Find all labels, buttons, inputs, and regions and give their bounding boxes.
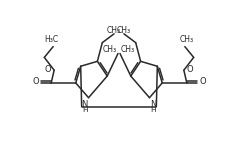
Text: CH₃: CH₃ [180,35,194,44]
Text: O: O [32,77,39,86]
Text: N: N [81,100,88,109]
Text: H: H [82,108,87,113]
Text: N: N [150,100,157,109]
Text: CH₃: CH₃ [121,45,135,54]
Text: CH₃: CH₃ [107,26,121,35]
Text: CH₃: CH₃ [103,45,117,54]
Text: H₃C: H₃C [44,35,58,44]
Text: H: H [151,108,156,113]
Text: O: O [45,65,52,74]
Text: CH₃: CH₃ [117,26,131,35]
Text: O: O [186,65,193,74]
Text: O: O [199,77,206,86]
